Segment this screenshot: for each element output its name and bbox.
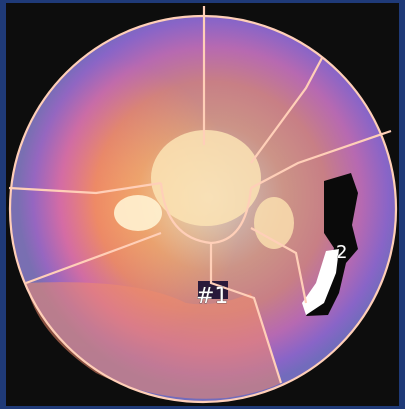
polar-map-canvas: #1 2 <box>6 3 399 406</box>
seg-line-lower-left <box>25 231 162 285</box>
seg-line-upper-right <box>250 57 323 164</box>
seg-line-left <box>8 181 162 195</box>
seg-line-right <box>250 129 392 189</box>
bright-patch-left <box>114 195 162 231</box>
region-label-2: 2 <box>336 242 347 263</box>
segment-lines <box>8 6 398 404</box>
polar-map: #1 2 <box>8 6 398 404</box>
seg-line-lower-right <box>250 227 308 304</box>
seg-line-lower <box>209 243 283 384</box>
hot-spot <box>302 249 339 315</box>
lower-segment-fill <box>26 282 281 399</box>
bright-core <box>151 130 261 226</box>
region-label-1: #1 <box>196 284 228 309</box>
defect-region <box>306 173 358 316</box>
